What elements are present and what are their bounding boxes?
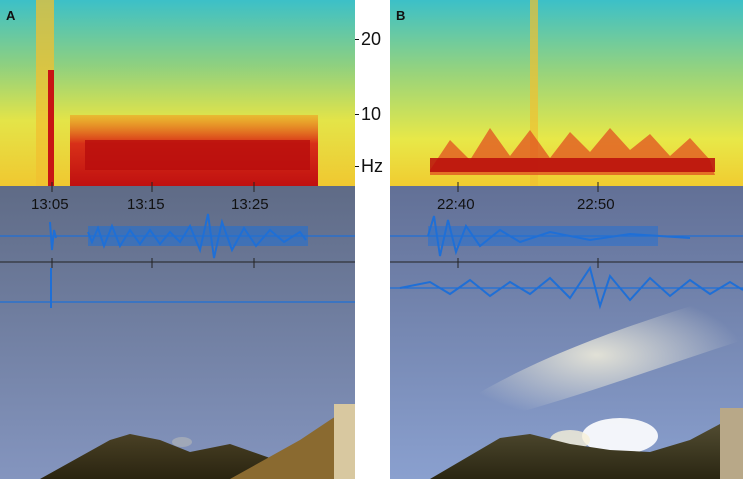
seismogram-envelope <box>428 226 658 246</box>
small-plume <box>172 437 192 447</box>
frequency-axis: 20 10 Hz <box>355 0 390 186</box>
panel-letter-a: A <box>6 8 16 23</box>
seismogram-signal-2 <box>399 265 743 310</box>
time-label: 13:05 <box>31 196 69 213</box>
panel-letter-b: B <box>396 8 406 23</box>
rock-wall <box>334 404 355 479</box>
freq-tick <box>355 166 359 167</box>
spectrogram-energy-core <box>85 140 310 170</box>
spectrogram-spike-core <box>48 70 54 186</box>
volcano-silhouette <box>430 412 743 479</box>
panel-b: B 22:40 22:50 <box>390 0 743 479</box>
ash-plume <box>450 290 743 420</box>
freq-tick <box>355 39 359 40</box>
time-label: 22:40 <box>437 196 475 213</box>
freq-unit-label: Hz <box>361 156 383 176</box>
freq-tick <box>355 114 359 115</box>
time-label: 22:50 <box>577 196 615 213</box>
time-ticks <box>51 182 255 268</box>
eruption-cloud <box>582 418 658 454</box>
panel-a-figure <box>0 0 355 479</box>
lit-slope <box>230 404 355 479</box>
time-label: 13:15 <box>127 196 165 213</box>
time-ticks <box>457 182 599 268</box>
time-label: 13:25 <box>231 196 269 213</box>
spectrogram-tremor-core <box>430 158 715 172</box>
freq-tick-label: 20 <box>361 29 382 49</box>
panel-b-figure <box>390 0 743 479</box>
freq-tick-label: 10 <box>361 104 382 124</box>
panel-a: A 13:05 13:15 13:25 <box>0 0 355 479</box>
seismogram-envelope <box>88 226 308 246</box>
spectrogram-streak <box>530 0 538 186</box>
rock-wall <box>720 408 743 479</box>
